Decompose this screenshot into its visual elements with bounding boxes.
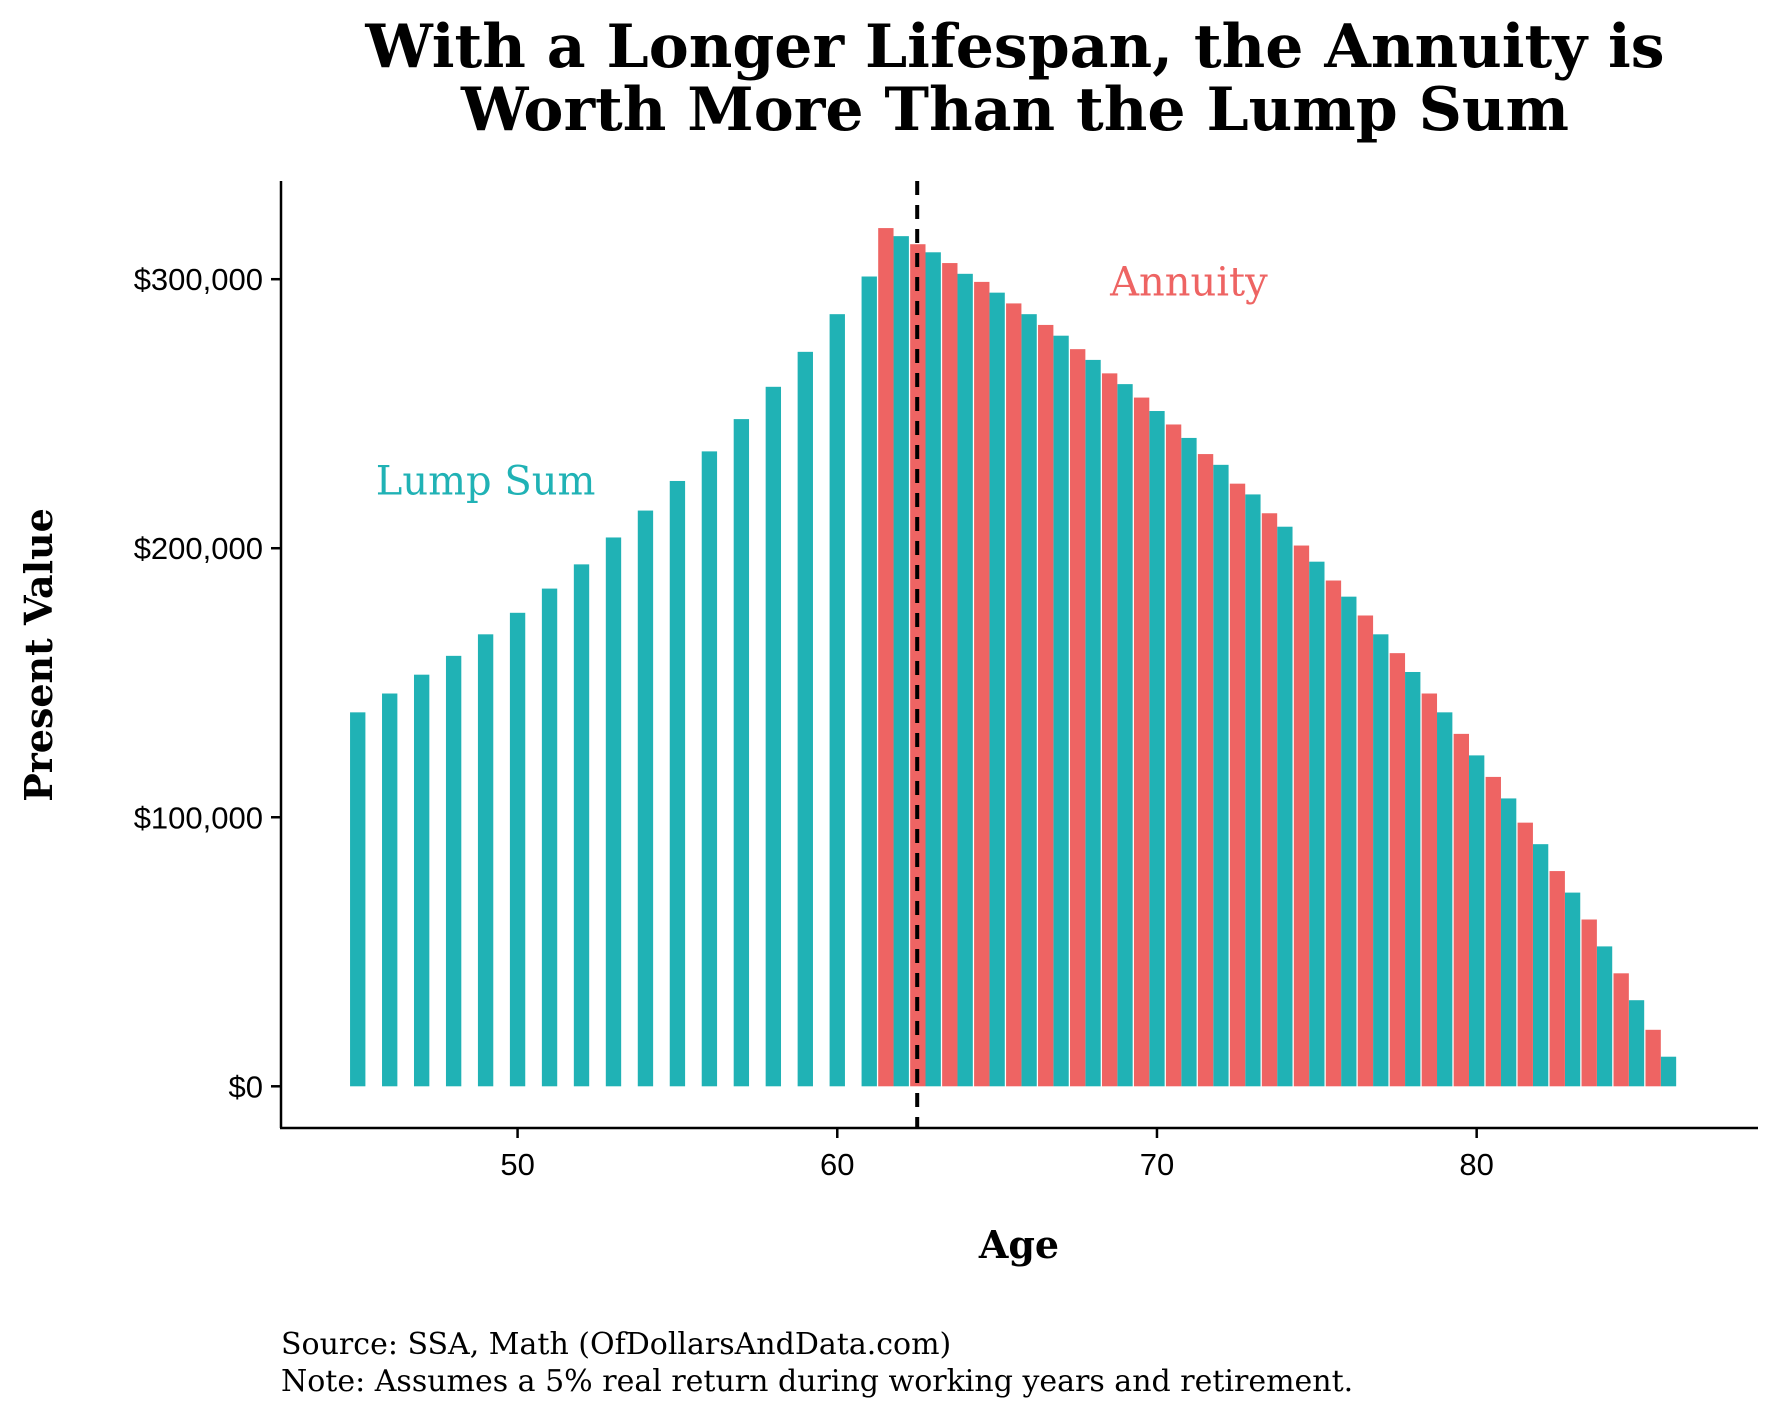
bar-lump-sum-59 <box>797 351 813 1087</box>
series-label-lump-sum: Lump Sum <box>376 458 596 504</box>
bar-lump-sum-57 <box>733 419 750 1087</box>
bar-annuity-80 <box>1453 733 1469 1087</box>
bar-lump-sum-73 <box>1245 494 1261 1087</box>
bar-annuity-70 <box>1133 397 1150 1087</box>
bar-lump-sum-55 <box>669 480 686 1087</box>
x-tick-label: 60 <box>820 1147 854 1182</box>
bar-lump-sum-63 <box>925 252 941 1087</box>
bar-lump-sum-80 <box>1468 755 1485 1087</box>
bar-annuity-68 <box>1070 349 1086 1087</box>
bar-lump-sum-76 <box>1341 596 1357 1087</box>
bar-lump-sum-58 <box>765 386 782 1087</box>
bar-annuity-75 <box>1293 545 1310 1087</box>
bar-annuity-67 <box>1038 324 1054 1087</box>
bar-lump-sum-72 <box>1213 464 1229 1087</box>
bar-lump-sum-66 <box>1021 314 1037 1087</box>
bar-annuity-83 <box>1549 871 1565 1087</box>
bar-lump-sum-45 <box>350 712 366 1087</box>
bars-layer <box>350 228 1677 1087</box>
bar-lump-sum-53 <box>605 537 622 1087</box>
bar-lump-sum-67 <box>1053 335 1069 1087</box>
bar-annuity-64 <box>942 263 958 1087</box>
bar-annuity-66 <box>1006 303 1022 1087</box>
bar-lump-sum-47 <box>413 674 430 1087</box>
bar-lump-sum-83 <box>1564 892 1581 1087</box>
x-axis-title: Age <box>978 1222 1059 1267</box>
bar-lump-sum-85 <box>1628 1000 1645 1087</box>
y-tick-label: $0 <box>229 1069 263 1104</box>
y-tick-label: $200,000 <box>134 531 263 566</box>
bar-lump-sum-84 <box>1596 946 1613 1087</box>
bar-lump-sum-52 <box>573 564 590 1087</box>
series-label-annuity: Annuity <box>1109 259 1268 305</box>
bar-lump-sum-81 <box>1500 798 1517 1087</box>
bar-lump-sum-65 <box>989 292 1005 1087</box>
bar-lump-sum-79 <box>1437 712 1453 1087</box>
bar-lump-sum-50 <box>509 612 526 1087</box>
chart-title-line-1: With a Longer Lifespan, the Annuity is <box>364 12 1664 82</box>
bar-annuity-84 <box>1581 919 1597 1087</box>
bar-lump-sum-61 <box>861 276 877 1087</box>
x-axis-ticks: 50 60 70 80 <box>500 1128 1494 1182</box>
bar-lump-sum-74 <box>1277 526 1293 1087</box>
bar-annuity-79 <box>1421 693 1438 1087</box>
bar-lump-sum-54 <box>637 510 654 1087</box>
bar-annuity-72 <box>1197 454 1214 1087</box>
bar-lump-sum-51 <box>541 588 558 1087</box>
bar-annuity-62 <box>878 228 894 1087</box>
bar-lump-sum-69 <box>1117 384 1133 1087</box>
y-axis-title: Present Value <box>16 508 61 802</box>
bar-lump-sum-71 <box>1181 437 1197 1087</box>
bar-annuity-69 <box>1101 373 1118 1087</box>
x-tick-label: 80 <box>1459 1147 1493 1182</box>
bar-lump-sum-64 <box>957 273 973 1087</box>
source-caption: Source: SSA, Math (OfDollarsAndData.com) <box>281 1327 951 1362</box>
bar-lump-sum-82 <box>1532 844 1549 1087</box>
x-tick-label: 70 <box>1140 1147 1174 1182</box>
bar-lump-sum-60 <box>829 314 845 1087</box>
bar-lump-sum-62 <box>893 236 909 1087</box>
bar-lump-sum-86 <box>1660 1056 1677 1087</box>
bar-lump-sum-48 <box>445 655 462 1087</box>
bar-annuity-74 <box>1261 513 1278 1087</box>
note-caption: Note: Assumes a 5% real return during wo… <box>281 1364 1353 1399</box>
bar-annuity-78 <box>1389 653 1406 1087</box>
bar-lump-sum-77 <box>1373 634 1389 1087</box>
bar-annuity-76 <box>1325 580 1342 1087</box>
bar-annuity-77 <box>1357 615 1374 1087</box>
bar-annuity-86 <box>1645 1029 1661 1087</box>
y-axis-ticks: $0 $100,000 $200,000 $300,000 <box>134 262 281 1104</box>
y-tick-label: $300,000 <box>134 262 263 297</box>
bar-annuity-82 <box>1517 822 1533 1087</box>
bar-annuity-81 <box>1485 776 1501 1087</box>
bar-lump-sum-68 <box>1085 359 1101 1087</box>
bar-lump-sum-49 <box>477 634 494 1087</box>
bar-annuity-73 <box>1229 483 1246 1087</box>
bar-annuity-65 <box>974 281 990 1087</box>
bar-lump-sum-56 <box>701 451 718 1087</box>
bar-lump-sum-70 <box>1149 411 1165 1087</box>
series-labels-layer: Lump Sum Annuity <box>376 259 1268 504</box>
bar-lump-sum-78 <box>1405 671 1421 1087</box>
bar-lump-sum-75 <box>1309 561 1325 1087</box>
bar-annuity-85 <box>1613 973 1629 1087</box>
bar-lump-sum-46 <box>382 693 398 1087</box>
bar-annuity-71 <box>1165 424 1182 1087</box>
chart-title-line-2: Worth More Than the Lump Sum <box>460 75 1569 145</box>
x-tick-label: 50 <box>500 1147 534 1182</box>
y-tick-label: $100,000 <box>134 800 263 835</box>
